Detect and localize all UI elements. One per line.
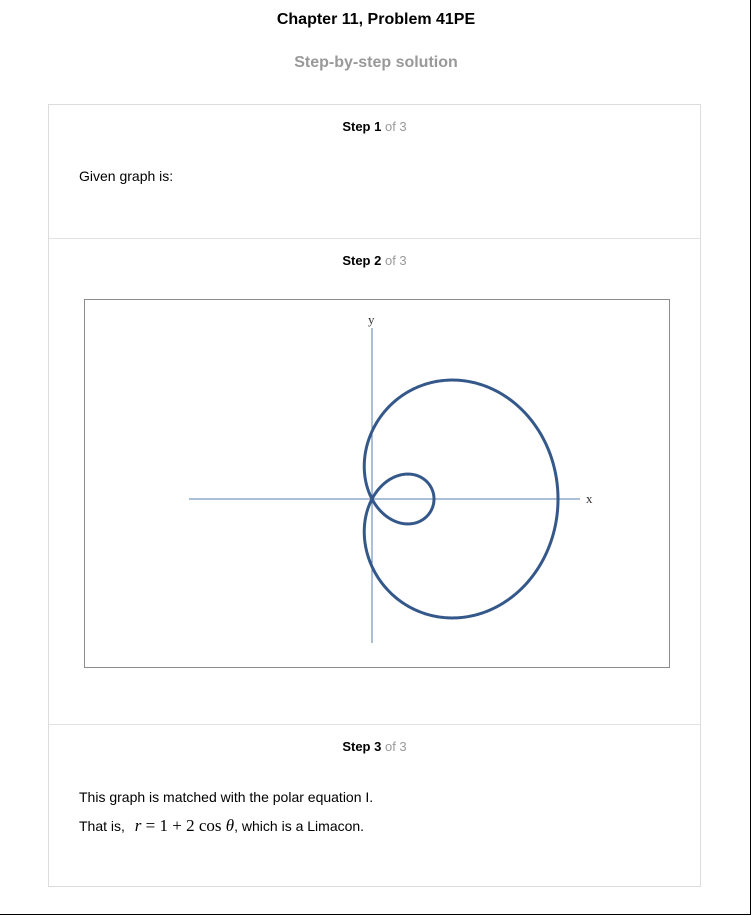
step-2-of-count: of 3 [384, 253, 407, 268]
step-1-heading: Step 1 of 3 [49, 119, 700, 134]
step-3-of-count: of 3 [384, 739, 407, 754]
step-2-label: Step 2 [342, 253, 382, 268]
step-3-heading: Step 3 of 3 [49, 739, 700, 754]
x-axis-label: x [586, 491, 593, 506]
solution-subtitle: Step-by-step solution [294, 54, 458, 71]
limacon-curve [362, 378, 560, 620]
step-1: Step 1 of 3 Given graph is: [49, 105, 700, 238]
step-3-text-2: That is, r = 1 + 2 cos θ, which is a Lim… [79, 816, 364, 836]
eq-r: r [134, 816, 142, 835]
step-3-text-1: This graph is matched with the polar equ… [79, 789, 374, 805]
step-2-heading: Step 2 of 3 [49, 253, 700, 268]
step-2: Step 2 of 3 x y [49, 238, 700, 724]
step-1-of-count: of 3 [384, 119, 407, 134]
page-title: Chapter 11, Problem 41PE [276, 11, 476, 28]
that-is-label: That is, [79, 818, 125, 834]
polar-equation: r = 1 + 2 cos θ [135, 816, 234, 835]
eq-mid: = 1 + 2 cos [141, 816, 226, 835]
step-3-label: Step 3 [342, 739, 382, 754]
step-1-text: Given graph is: [79, 168, 174, 184]
equation-suffix: , which is a Limacon. [234, 818, 365, 834]
step-1-label: Step 1 [342, 119, 382, 134]
graph-canvas: x y [189, 312, 593, 643]
limacon-graph: x y [84, 299, 670, 668]
steps-card: Step 1 of 3 Given graph is: Step 2 of 3 … [48, 104, 701, 887]
step-3: Step 3 of 3 This graph is matched with t… [49, 724, 700, 887]
y-axis-label: y [368, 312, 375, 327]
eq-theta: θ [225, 816, 235, 835]
